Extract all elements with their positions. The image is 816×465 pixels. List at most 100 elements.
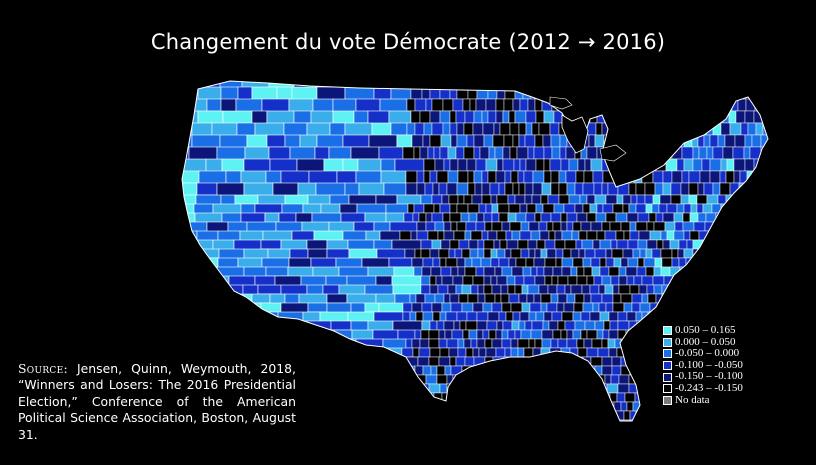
county-cell: [257, 284, 282, 295]
county-cell: [433, 146, 441, 160]
county-cell: [515, 257, 527, 268]
county-cell: [409, 293, 417, 304]
county-cell: [680, 182, 690, 196]
county-cell: [265, 170, 282, 184]
county-cell: [420, 194, 433, 205]
county-cell: [417, 356, 430, 367]
county-cell: [513, 158, 521, 172]
county-cell: [628, 182, 637, 196]
county-cell: [504, 248, 512, 259]
county-cell: [649, 230, 662, 241]
county-cell: [494, 146, 504, 160]
county-cell: [547, 194, 560, 205]
county-cell: [407, 203, 415, 214]
county-cell: [478, 347, 487, 358]
county-cell: [483, 134, 494, 148]
county-choropleth: [170, 75, 780, 435]
county-cell: [593, 182, 603, 196]
county-cell: [590, 221, 603, 232]
county-cell: [674, 221, 684, 232]
legend-swatch: [663, 384, 672, 394]
county-cell: [495, 347, 506, 358]
county-cell: [490, 248, 498, 259]
county-cell: [471, 194, 483, 205]
county-cell: [495, 170, 506, 184]
county-cell: [502, 110, 510, 124]
county-cell: [514, 275, 525, 286]
county-cell: [330, 320, 352, 331]
county-cell: [515, 212, 527, 223]
county-cell: [601, 182, 609, 196]
county-cell: [428, 356, 440, 367]
county-cell: [566, 329, 574, 340]
county-cell: [648, 212, 657, 223]
legend-swatch: [663, 372, 672, 382]
legend-label: -0.243 – -0.150: [675, 381, 743, 394]
county-cell: [423, 158, 436, 172]
county-cell: [507, 284, 516, 295]
county-cell: [605, 194, 618, 205]
county-cell: [353, 110, 369, 124]
county-cell: [411, 302, 423, 313]
county-cell: [431, 239, 442, 250]
county-cell: [523, 170, 534, 184]
county-cell: [504, 347, 512, 358]
county-cell: [575, 239, 583, 250]
county-cell: [416, 221, 427, 232]
county-cell: [646, 239, 658, 250]
county-cell: [554, 239, 566, 250]
county-cell: [702, 203, 713, 214]
county-cell: [720, 158, 728, 172]
county-cell: [518, 293, 528, 304]
county-cell: [440, 239, 451, 250]
county-cell: [635, 203, 647, 214]
county-cell: [523, 275, 536, 286]
county-cell: [524, 320, 533, 331]
county-cell: [598, 284, 606, 295]
county-cell: [410, 110, 421, 124]
county-cell: [586, 230, 598, 241]
county-cell: [460, 212, 470, 223]
county-cell: [481, 230, 489, 241]
county-cell: [678, 239, 688, 250]
county-cell: [576, 338, 585, 349]
county-cell: [557, 338, 568, 349]
county-cell: [438, 338, 448, 349]
county-cell: [514, 284, 523, 295]
county-cell: [592, 170, 604, 184]
county-cell: [439, 203, 451, 214]
county-cell: [568, 158, 579, 172]
county-cell: [584, 320, 596, 331]
county-cell: [494, 266, 503, 277]
county-cell: [652, 170, 664, 184]
county-cell: [436, 320, 445, 331]
county-cell: [638, 230, 651, 241]
county-cell: [599, 266, 610, 277]
county-cell: [440, 134, 452, 148]
county-cell: [502, 146, 511, 160]
county-cell: [453, 320, 461, 331]
county-cell: [724, 134, 736, 148]
county-cell: [467, 203, 480, 214]
county-cell: [413, 203, 425, 214]
county-cell: [673, 212, 684, 223]
county-cell: [519, 158, 527, 172]
county-cell: [500, 293, 510, 304]
county-cell: [622, 248, 634, 259]
county-cell: [483, 248, 492, 259]
county-cell: [420, 239, 433, 250]
county-cell: [670, 182, 682, 196]
county-cell: [555, 248, 564, 259]
county-cell: [588, 134, 596, 148]
county-cell: [474, 182, 483, 196]
county-cell: [467, 170, 475, 184]
county-cell: [506, 275, 516, 286]
county-cell: [659, 194, 672, 205]
county-cell: [427, 230, 439, 241]
county-cell: [396, 134, 413, 149]
county-cell: [593, 275, 603, 286]
county-cell: [616, 392, 626, 403]
county-cell: [586, 347, 599, 358]
county-cell: [414, 329, 422, 340]
county-cell: [405, 182, 418, 196]
